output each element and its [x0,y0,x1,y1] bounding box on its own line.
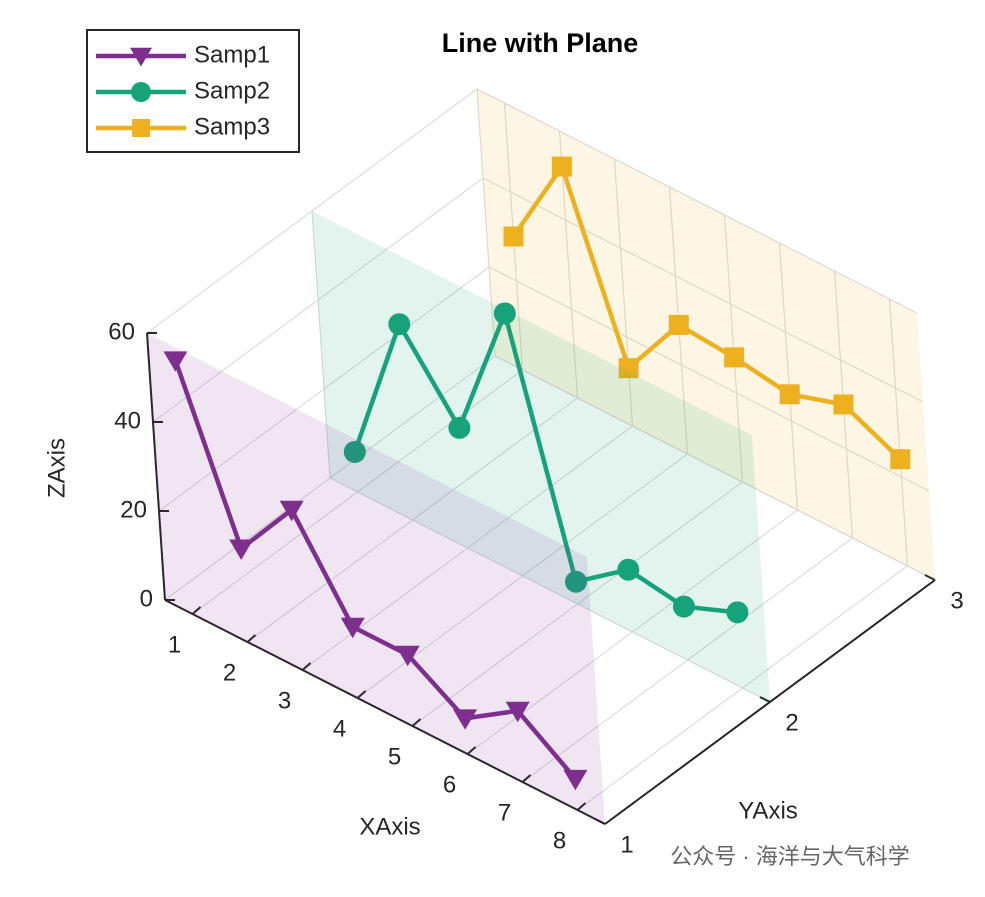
z-tick-label: 20 [120,496,147,523]
marker [229,539,254,560]
legend-label: Samp2 [194,77,270,104]
y-tick-label: 3 [950,587,963,614]
grid-line [158,266,930,512]
y-tick-label: 2 [785,709,798,736]
z-tick-label: 0 [140,585,153,612]
marker [726,601,749,624]
marker [563,769,588,791]
marker [131,82,151,102]
z-axis [146,332,166,601]
plane [477,89,935,580]
marker [503,226,524,247]
x-tick-label: 5 [388,743,401,770]
y-tick [594,818,606,825]
x-tick-label: 4 [333,715,346,742]
z-axis-label: ZAxis [43,438,70,498]
x-tick [356,690,367,699]
legend-label: Samp3 [194,113,270,140]
x-tick-label: 1 [168,631,181,658]
marker [618,358,639,379]
x-tick [521,774,532,783]
marker [453,709,478,730]
marker [448,416,471,439]
x-axis [164,599,606,825]
marker [395,645,420,667]
y-tick-label: 1 [620,831,633,858]
x-tick [466,746,477,755]
marker [779,384,800,405]
x-tick [191,606,202,615]
y-tick [924,574,936,581]
marker [132,119,150,137]
marker [388,313,411,336]
grid-line [164,355,936,601]
y-axis-label: YAxis [738,797,798,824]
x-tick-label: 7 [498,799,511,826]
x-tick-label: 8 [553,827,566,854]
marker [340,617,365,639]
marker [565,570,587,593]
marker [833,394,854,415]
marker [279,500,304,522]
plane [147,333,605,824]
x-tick-label: 3 [278,687,291,714]
x-tick [576,802,587,811]
x-tick [411,718,422,727]
marker [493,302,516,325]
x-tick-label: 6 [443,771,456,798]
marker [343,440,366,463]
x-axis-label: XAxis [359,813,420,840]
legend-label: Samp1 [194,41,270,68]
x-tick [301,662,312,671]
marker [672,595,695,618]
z-tick-label: 60 [108,318,135,345]
marker [890,449,911,470]
marker [724,347,745,368]
z-tick-label: 40 [114,407,141,434]
grid-line [152,177,924,423]
marker [668,314,689,335]
marker [163,351,188,372]
grid-line [146,88,918,334]
marker [130,47,152,67]
y-tick [759,696,771,703]
marker [505,701,530,723]
marker [551,156,572,177]
marker [617,558,640,581]
line [352,306,738,615]
legend: Samp1 Samp2 Samp3 [86,29,300,153]
chart-title: Line with Plane [442,28,639,58]
watermark: 公众号 · 海洋与大气科学 [670,844,910,869]
x-tick [246,634,257,643]
x-tick-label: 2 [223,659,236,686]
